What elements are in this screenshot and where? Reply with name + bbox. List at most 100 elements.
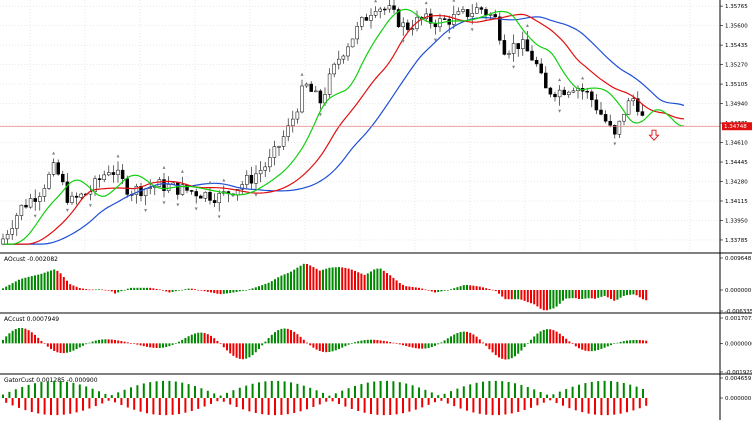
price-axis-label: 1.34115 xyxy=(725,199,748,205)
candle xyxy=(74,192,79,205)
histogram-bar xyxy=(622,289,625,296)
histogram-bar xyxy=(328,267,331,290)
histogram-bar xyxy=(587,289,590,299)
candle xyxy=(318,89,323,110)
histogram-bar xyxy=(114,339,116,344)
histogram-bar xyxy=(34,334,36,344)
histogram-bar xyxy=(376,398,379,415)
histogram-bar xyxy=(267,398,270,415)
histogram-bar xyxy=(216,340,219,344)
histogram-bar xyxy=(475,286,478,290)
candle xyxy=(640,104,645,117)
histogram-bar xyxy=(552,394,555,398)
histogram-bar xyxy=(536,333,539,344)
histogram-bar xyxy=(126,342,129,344)
histogram-bar xyxy=(5,286,8,290)
histogram-bar xyxy=(411,286,414,290)
histogram-bar xyxy=(402,343,404,346)
histogram-bar xyxy=(555,289,558,307)
histogram-bar xyxy=(469,384,472,398)
histogram-bar xyxy=(184,289,187,290)
histogram-bar xyxy=(334,393,337,398)
histogram-bar xyxy=(302,385,305,398)
candle xyxy=(534,56,539,67)
candle xyxy=(562,86,566,96)
histogram-bar xyxy=(155,343,158,348)
histogram-bar xyxy=(91,388,94,398)
histogram-bar xyxy=(389,398,392,415)
histogram-bar xyxy=(203,289,206,292)
histogram-bar xyxy=(200,388,203,398)
histogram-bar xyxy=(254,287,257,290)
histogram-bar xyxy=(296,267,299,290)
gatorcust-pane[interactable]: GatorCust 0.001285 -0.000900 0.0046590.0… xyxy=(0,373,752,416)
histogram-bar xyxy=(206,390,209,398)
accust-pane[interactable]: ACcust 0.0007949 0.0017072 0.0000000 -0.00… xyxy=(0,312,752,376)
histogram-bar xyxy=(2,394,4,398)
histogram-bar xyxy=(590,343,593,352)
histogram-bar xyxy=(72,285,75,290)
histogram-bar xyxy=(520,384,523,398)
jaw-line xyxy=(3,16,685,245)
histogram-bar xyxy=(629,384,632,398)
histogram-bar xyxy=(242,343,244,360)
fractal-up-icon xyxy=(525,23,529,27)
histogram-bar xyxy=(146,287,148,290)
candle xyxy=(636,91,640,116)
histogram-bar xyxy=(523,343,526,348)
histogram-bar xyxy=(482,342,484,344)
histogram-bar xyxy=(427,289,430,291)
candle xyxy=(120,164,125,184)
histogram-bar xyxy=(594,289,596,299)
histogram-bar xyxy=(626,398,628,413)
histogram-bar xyxy=(414,287,417,290)
histogram-bar xyxy=(162,289,164,291)
candle xyxy=(530,45,534,61)
histogram-bar xyxy=(24,328,27,344)
histogram-bar xyxy=(350,343,353,344)
histogram-bar xyxy=(325,268,328,290)
histogram-bar xyxy=(11,283,14,290)
histogram-bar xyxy=(363,398,366,413)
candle xyxy=(452,5,456,29)
histogram-bar xyxy=(482,287,484,290)
histogram-bar xyxy=(389,342,392,344)
price-axis-label: 1.34610 xyxy=(725,141,748,147)
histogram-bar xyxy=(238,289,241,292)
histogram-bar xyxy=(619,341,622,344)
candle xyxy=(355,22,359,45)
histogram-bar xyxy=(274,279,276,290)
price-axis-label: 1.35105 xyxy=(725,82,748,88)
candle xyxy=(65,173,70,205)
aocust-pane[interactable]: AOcust -0.002082 0.009648 0.000000 -0.0063… xyxy=(0,252,752,315)
candle xyxy=(24,198,28,209)
histogram-bar xyxy=(85,386,88,398)
histogram-bar xyxy=(328,395,331,398)
histogram-bar xyxy=(107,289,110,291)
current-price-tag: 1.34748 xyxy=(722,122,752,131)
histogram-bar xyxy=(552,289,555,309)
histogram-bar xyxy=(379,340,382,344)
histogram-bar xyxy=(571,386,574,398)
histogram-bar xyxy=(578,343,580,349)
histogram-bar xyxy=(594,343,596,351)
histogram-bar xyxy=(242,398,244,410)
main-pane[interactable] xyxy=(0,0,720,252)
histogram-bar xyxy=(152,288,155,290)
histogram-bar xyxy=(610,343,612,346)
histogram-bar xyxy=(462,285,465,290)
histogram-bar xyxy=(146,398,148,414)
histogram-bar xyxy=(14,281,17,290)
histogram-bar xyxy=(75,343,78,350)
histogram-bar xyxy=(434,398,436,403)
histogram-bar xyxy=(421,398,424,408)
histogram-bar xyxy=(155,288,158,290)
histogram-bar xyxy=(229,289,232,293)
histogram-bar xyxy=(203,398,206,407)
histogram-bar xyxy=(213,289,216,294)
histogram-bar xyxy=(587,343,590,352)
fractal-up-icon xyxy=(581,76,585,80)
price-axis[interactable]: 1.35765 1.35600 1.35435 1.35270 1.35105 1.349… xyxy=(720,4,748,244)
